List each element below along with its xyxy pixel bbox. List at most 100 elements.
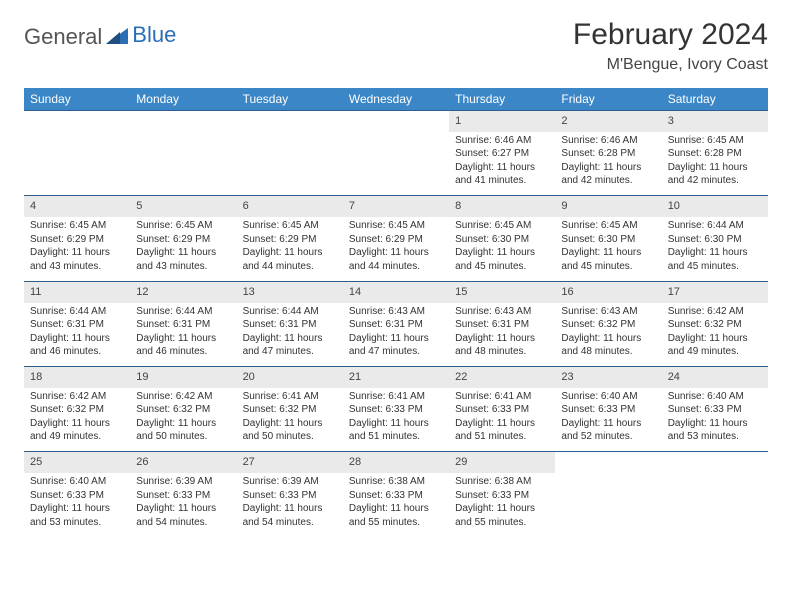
detail-row: Sunrise: 6:42 AMSunset: 6:32 PMDaylight:…	[24, 388, 768, 452]
weekday-header: Friday	[555, 88, 661, 111]
weekday-header: Monday	[130, 88, 236, 111]
daylight-line-1: Daylight: 11 hours	[455, 161, 549, 175]
day-detail-cell: Sunrise: 6:40 AMSunset: 6:33 PMDaylight:…	[662, 388, 768, 452]
sunrise-line: Sunrise: 6:45 AM	[243, 219, 337, 233]
header: General Blue February 2024 M'Bengue, Ivo…	[24, 18, 768, 74]
sunset-line: Sunset: 6:31 PM	[455, 318, 549, 332]
sunset-line: Sunset: 6:32 PM	[243, 403, 337, 417]
day-detail-cell: Sunrise: 6:45 AMSunset: 6:29 PMDaylight:…	[237, 217, 343, 281]
day-number-cell: 19	[130, 367, 236, 388]
day-detail-cell: Sunrise: 6:42 AMSunset: 6:32 PMDaylight:…	[662, 303, 768, 367]
day-detail-cell	[662, 473, 768, 537]
day-number-cell	[24, 111, 130, 132]
sunset-line: Sunset: 6:29 PM	[136, 233, 230, 247]
daylight-line-2: and 47 minutes.	[349, 345, 443, 359]
day-number-cell: 28	[343, 452, 449, 473]
daylight-line-1: Daylight: 11 hours	[455, 502, 549, 516]
daylight-line-1: Daylight: 11 hours	[349, 417, 443, 431]
sunset-line: Sunset: 6:33 PM	[136, 489, 230, 503]
day-number-cell: 15	[449, 281, 555, 302]
sunrise-line: Sunrise: 6:40 AM	[668, 390, 762, 404]
day-detail-cell: Sunrise: 6:45 AMSunset: 6:30 PMDaylight:…	[449, 217, 555, 281]
sunrise-line: Sunrise: 6:41 AM	[455, 390, 549, 404]
day-number-cell: 14	[343, 281, 449, 302]
daylight-line-2: and 47 minutes.	[243, 345, 337, 359]
sunset-line: Sunset: 6:32 PM	[668, 318, 762, 332]
sunrise-line: Sunrise: 6:41 AM	[349, 390, 443, 404]
daynum-row: 45678910	[24, 196, 768, 217]
brand-word2: Blue	[132, 22, 176, 47]
title-block: February 2024 M'Bengue, Ivory Coast	[573, 18, 768, 74]
sunrise-line: Sunrise: 6:42 AM	[30, 390, 124, 404]
daylight-line-2: and 54 minutes.	[136, 516, 230, 530]
sunset-line: Sunset: 6:33 PM	[561, 403, 655, 417]
daylight-line-2: and 45 minutes.	[455, 260, 549, 274]
day-detail-cell: Sunrise: 6:39 AMSunset: 6:33 PMDaylight:…	[130, 473, 236, 537]
daylight-line-1: Daylight: 11 hours	[136, 417, 230, 431]
day-number-cell: 25	[24, 452, 130, 473]
sunset-line: Sunset: 6:33 PM	[349, 489, 443, 503]
day-detail-cell: Sunrise: 6:40 AMSunset: 6:33 PMDaylight:…	[24, 473, 130, 537]
day-number-cell: 17	[662, 281, 768, 302]
brand-word1: General	[24, 24, 102, 50]
day-number-cell	[555, 452, 661, 473]
day-number-cell: 22	[449, 367, 555, 388]
sunrise-line: Sunrise: 6:44 AM	[243, 305, 337, 319]
sunset-line: Sunset: 6:28 PM	[561, 147, 655, 161]
day-detail-cell: Sunrise: 6:42 AMSunset: 6:32 PMDaylight:…	[24, 388, 130, 452]
sunrise-line: Sunrise: 6:39 AM	[136, 475, 230, 489]
sunrise-line: Sunrise: 6:40 AM	[561, 390, 655, 404]
daylight-line-2: and 42 minutes.	[668, 174, 762, 188]
sunrise-line: Sunrise: 6:38 AM	[455, 475, 549, 489]
daylight-line-1: Daylight: 11 hours	[668, 332, 762, 346]
day-detail-cell	[237, 132, 343, 196]
sunset-line: Sunset: 6:33 PM	[349, 403, 443, 417]
daylight-line-2: and 53 minutes.	[668, 430, 762, 444]
day-detail-cell: Sunrise: 6:43 AMSunset: 6:31 PMDaylight:…	[449, 303, 555, 367]
sunrise-line: Sunrise: 6:45 AM	[455, 219, 549, 233]
sunrise-line: Sunrise: 6:43 AM	[455, 305, 549, 319]
location-label: M'Bengue, Ivory Coast	[573, 56, 768, 74]
daylight-line-2: and 45 minutes.	[668, 260, 762, 274]
day-detail-cell: Sunrise: 6:41 AMSunset: 6:33 PMDaylight:…	[449, 388, 555, 452]
daylight-line-2: and 42 minutes.	[561, 174, 655, 188]
sunset-line: Sunset: 6:33 PM	[30, 489, 124, 503]
day-number-cell: 18	[24, 367, 130, 388]
day-number-cell	[343, 111, 449, 132]
day-detail-cell: Sunrise: 6:38 AMSunset: 6:33 PMDaylight:…	[449, 473, 555, 537]
sunset-line: Sunset: 6:31 PM	[30, 318, 124, 332]
daylight-line-2: and 51 minutes.	[455, 430, 549, 444]
daylight-line-2: and 46 minutes.	[30, 345, 124, 359]
sunset-line: Sunset: 6:33 PM	[455, 489, 549, 503]
daylight-line-2: and 49 minutes.	[668, 345, 762, 359]
day-detail-cell	[343, 132, 449, 196]
daylight-line-1: Daylight: 11 hours	[243, 417, 337, 431]
daylight-line-1: Daylight: 11 hours	[136, 246, 230, 260]
daylight-line-2: and 48 minutes.	[561, 345, 655, 359]
daylight-line-2: and 46 minutes.	[136, 345, 230, 359]
day-detail-cell: Sunrise: 6:44 AMSunset: 6:31 PMDaylight:…	[24, 303, 130, 367]
day-number-cell: 11	[24, 281, 130, 302]
sunset-line: Sunset: 6:30 PM	[455, 233, 549, 247]
month-title: February 2024	[573, 18, 768, 52]
sunrise-line: Sunrise: 6:40 AM	[30, 475, 124, 489]
day-detail-cell: Sunrise: 6:46 AMSunset: 6:27 PMDaylight:…	[449, 132, 555, 196]
daylight-line-1: Daylight: 11 hours	[136, 502, 230, 516]
daylight-line-2: and 45 minutes.	[561, 260, 655, 274]
day-number-cell: 8	[449, 196, 555, 217]
sunrise-line: Sunrise: 6:42 AM	[136, 390, 230, 404]
sunset-line: Sunset: 6:28 PM	[668, 147, 762, 161]
sunset-line: Sunset: 6:27 PM	[455, 147, 549, 161]
daylight-line-1: Daylight: 11 hours	[30, 332, 124, 346]
weekday-header: Sunday	[24, 88, 130, 111]
daylight-line-2: and 44 minutes.	[349, 260, 443, 274]
daylight-line-2: and 54 minutes.	[243, 516, 337, 530]
daylight-line-1: Daylight: 11 hours	[243, 332, 337, 346]
sunset-line: Sunset: 6:33 PM	[455, 403, 549, 417]
day-detail-cell	[130, 132, 236, 196]
sunset-line: Sunset: 6:32 PM	[561, 318, 655, 332]
daylight-line-2: and 50 minutes.	[243, 430, 337, 444]
sunset-line: Sunset: 6:30 PM	[668, 233, 762, 247]
sunset-line: Sunset: 6:32 PM	[30, 403, 124, 417]
detail-row: Sunrise: 6:46 AMSunset: 6:27 PMDaylight:…	[24, 132, 768, 196]
